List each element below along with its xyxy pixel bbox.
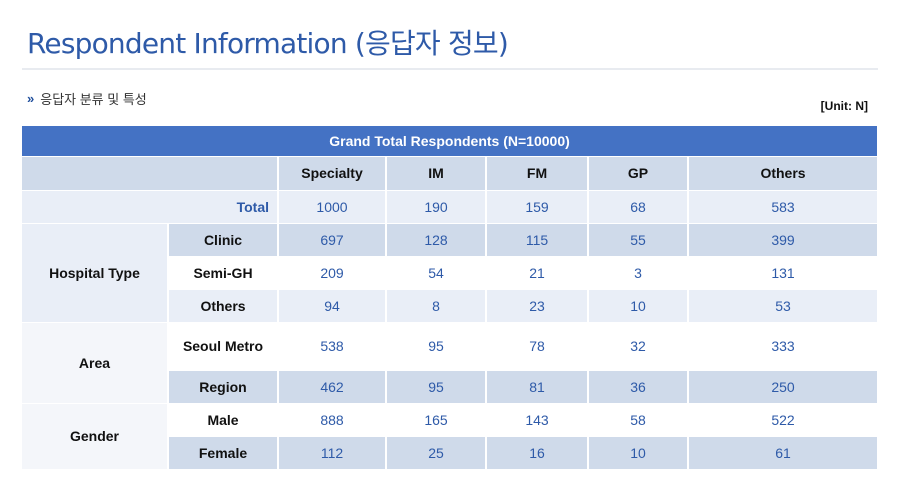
header-blank-cell xyxy=(22,156,279,191)
table-cell: 8 xyxy=(386,289,487,323)
table-cell: 10 xyxy=(588,289,689,323)
table-cell: 1000 xyxy=(278,190,387,224)
unit-note: [Unit: N] xyxy=(820,99,868,113)
table-caption: Grand Total Respondents (N=10000) xyxy=(22,126,878,157)
table-cell: 399 xyxy=(688,223,878,257)
row-label: Male xyxy=(168,403,279,437)
table-cell: 58 xyxy=(588,403,689,437)
table-cell: 165 xyxy=(386,403,487,437)
table-cell: 538 xyxy=(278,322,387,371)
total-label: Total xyxy=(22,190,279,224)
table-cell: 21 xyxy=(486,256,589,290)
column-header: Others xyxy=(688,156,878,191)
table-row: Semi-GH 209 54 21 3 131 xyxy=(22,256,878,290)
respondent-table: Grand Total Respondents (N=10000) Specia… xyxy=(22,126,878,470)
table-row: Gender Male 888 165 143 58 522 xyxy=(22,403,878,470)
table-cell: 36 xyxy=(588,370,689,404)
table-cell: 81 xyxy=(486,370,589,404)
column-header-row: Specialty IM FM GP Others xyxy=(22,156,878,191)
total-row: Total 1000 190 159 68 583 xyxy=(22,190,878,224)
table-cell: 53 xyxy=(688,289,878,323)
column-header: Specialty xyxy=(278,156,387,191)
row-label: Others xyxy=(168,289,279,323)
section-heading: » 응답자 분류 및 특성 xyxy=(27,89,147,108)
group-label-gender: Gender xyxy=(22,403,169,470)
table-cell: 131 xyxy=(688,256,878,290)
row-label: Region xyxy=(168,370,279,404)
table-cell: 95 xyxy=(386,370,487,404)
table-cell: 68 xyxy=(588,190,689,224)
table-cell: 115 xyxy=(486,223,589,257)
table-cell: 522 xyxy=(688,403,878,437)
table-cell: 128 xyxy=(386,223,487,257)
table-cell: 3 xyxy=(588,256,689,290)
table-cell: 54 xyxy=(386,256,487,290)
section-heading-text: 응답자 분류 및 특성 xyxy=(40,92,147,107)
table-row: Area Seoul Metro 538 95 78 32 333 xyxy=(22,322,878,404)
table-cell: 55 xyxy=(588,223,689,257)
column-header: GP xyxy=(588,156,689,191)
page-title: Respondent Information (응답자 정보) xyxy=(27,27,509,60)
row-label: Semi-GH xyxy=(168,256,279,290)
table-row: Hospital Type Clinic 697 128 115 55 399 xyxy=(22,223,878,323)
title-divider xyxy=(22,68,878,70)
table-cell: 250 xyxy=(688,370,878,404)
row-label: Clinic xyxy=(168,223,279,257)
table-cell: 95 xyxy=(386,322,487,371)
table-cell: 333 xyxy=(688,322,878,371)
group-label-hospital-type: Hospital Type xyxy=(22,223,169,323)
table-cell: 888 xyxy=(278,403,387,437)
table-cell: 32 xyxy=(588,322,689,371)
table-cell: 209 xyxy=(278,256,387,290)
table-cell: 25 xyxy=(386,436,487,470)
table-cell: 697 xyxy=(278,223,387,257)
table-cell: 16 xyxy=(486,436,589,470)
table-row: Female 112 25 16 10 61 xyxy=(22,436,878,470)
row-label: Female xyxy=(168,436,279,470)
table-cell: 143 xyxy=(486,403,589,437)
table-cell: 159 xyxy=(486,190,589,224)
table-cell: 23 xyxy=(486,289,589,323)
table-cell: 78 xyxy=(486,322,589,371)
group-label-area: Area xyxy=(22,322,169,404)
table-caption-row: Grand Total Respondents (N=10000) xyxy=(22,126,878,157)
column-header: IM xyxy=(386,156,487,191)
table-row: Others 94 8 23 10 53 xyxy=(22,289,878,323)
table-cell: 94 xyxy=(278,289,387,323)
column-header: FM xyxy=(486,156,589,191)
row-label: Seoul Metro xyxy=(168,322,279,371)
table-cell: 10 xyxy=(588,436,689,470)
table-row: Region 462 95 81 36 250 xyxy=(22,370,878,404)
bullet-chevron-icon: » xyxy=(27,91,35,106)
table-cell: 462 xyxy=(278,370,387,404)
table-cell: 583 xyxy=(688,190,878,224)
table-cell: 61 xyxy=(688,436,878,470)
table-cell: 112 xyxy=(278,436,387,470)
table-cell: 190 xyxy=(386,190,487,224)
